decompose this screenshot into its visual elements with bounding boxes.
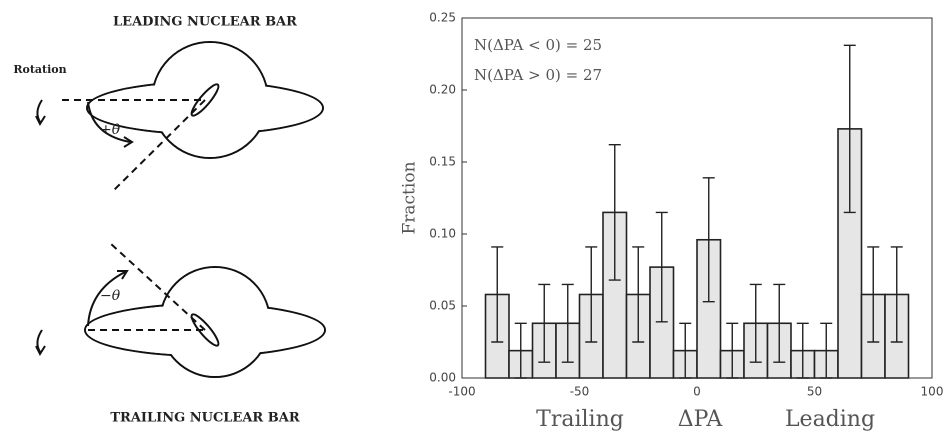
annotation: N(ΔPA < 0) = 25 (474, 36, 602, 54)
y-tick-label: 0.10 (429, 227, 456, 241)
error-bar (608, 144, 621, 281)
plot-frame (461, 17, 933, 379)
rotation-arrow (35, 329, 46, 357)
angle-arc (87, 101, 131, 143)
error-bar (890, 246, 903, 343)
x-axis-label: Leading (785, 407, 875, 432)
y-tick-label: 0.25 (429, 11, 456, 25)
rotation-label: Rotation (13, 63, 66, 76)
y-tick-label: 0.20 (429, 83, 456, 97)
x-tick-label: 100 (921, 385, 944, 399)
angle-arc (87, 271, 126, 327)
y-axis-label: Fraction (400, 161, 420, 234)
annotation: N(ΔPA > 0) = 27 (474, 66, 602, 84)
diagram-label: LEADING NUCLEAR BAR (113, 15, 297, 30)
arrow-head (123, 136, 134, 148)
rotation-arrow (35, 99, 46, 127)
y-tick-label: 0.00 (429, 371, 456, 385)
x-tick-label: 0 (693, 385, 701, 399)
arrow-head (117, 270, 129, 280)
nuclear-bar (190, 313, 220, 347)
x-tick-label: -50 (570, 385, 590, 399)
diagram (35, 41, 326, 378)
error-bar (773, 283, 786, 363)
x-tick-label: -100 (448, 385, 475, 399)
error-bar (655, 211, 668, 323)
x-axis-label: ΔPA (678, 407, 724, 432)
diagram-label: TRAILING NUCLEAR BAR (110, 411, 299, 426)
angle-label: +θ (100, 122, 121, 138)
error-bar (561, 283, 574, 363)
error-bar (632, 246, 645, 343)
dashed-line (111, 99, 206, 193)
y-tick-label: 0.05 (429, 299, 456, 313)
error-bar (491, 246, 504, 343)
error-bar (585, 246, 598, 343)
chart: 0.00 0.05 0.10 0.15 0.20 0.25 -100 -50 0 50 100 N(Δ… (400, 11, 944, 433)
error-bar (843, 44, 856, 214)
x-axis-label: Trailing (536, 407, 624, 432)
error-bar (867, 246, 880, 343)
y-tick-label: 0.15 (429, 155, 456, 169)
nuclear-bar (190, 83, 220, 117)
x-tick-label: 50 (807, 385, 822, 399)
error-bar (749, 283, 762, 363)
angle-label: −θ (100, 288, 121, 304)
error-bar (702, 177, 715, 303)
error-bar (538, 283, 551, 363)
dashed-line (109, 242, 206, 331)
